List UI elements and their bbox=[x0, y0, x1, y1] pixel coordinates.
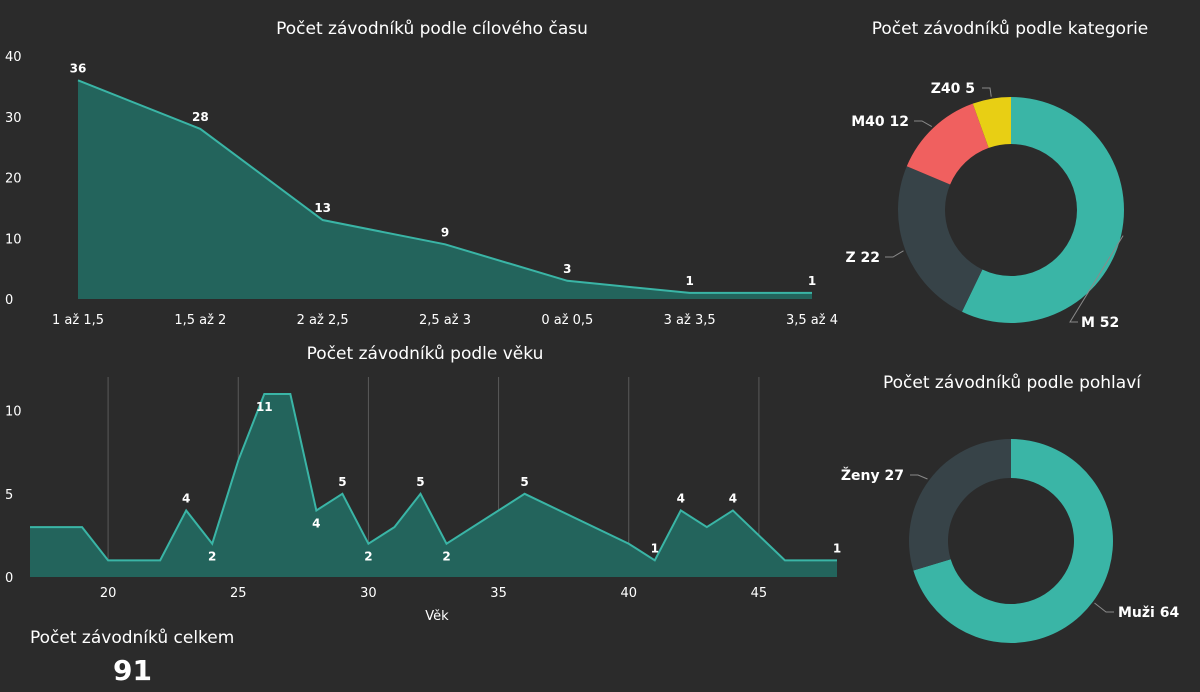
x-tick-label: 0 až 0,5 bbox=[541, 313, 593, 328]
donut-slice bbox=[961, 97, 1124, 323]
data-label: 2 bbox=[364, 550, 372, 564]
y-tick-label: 5 bbox=[5, 488, 13, 503]
y-tick-label: 30 bbox=[5, 111, 22, 126]
leader-line bbox=[982, 87, 992, 97]
data-label: 2 bbox=[442, 550, 450, 564]
data-label: 1 bbox=[685, 274, 693, 288]
slice-label: M 52 bbox=[1081, 315, 1119, 331]
x-tick-label: 2 až 2,5 bbox=[297, 313, 349, 328]
x-tick-label: 40 bbox=[620, 586, 637, 601]
total-racers-value: 91 bbox=[113, 654, 152, 687]
total-racers-label: Počet závodníků celkem bbox=[30, 628, 235, 648]
data-label: 1 bbox=[651, 541, 659, 555]
area-fill bbox=[30, 394, 837, 577]
area-fill bbox=[78, 80, 812, 299]
slice-label: Muži 64 bbox=[1118, 605, 1179, 621]
y-tick-label: 10 bbox=[5, 232, 22, 247]
slice-label: M40 12 bbox=[851, 114, 909, 130]
data-label: 2 bbox=[208, 550, 216, 564]
leader-line bbox=[910, 474, 928, 480]
leader-line bbox=[914, 120, 933, 128]
data-label: 9 bbox=[441, 225, 449, 239]
age-chart-title: Počet závodníků podle věku bbox=[306, 344, 544, 364]
data-label: 13 bbox=[314, 201, 331, 215]
donut-slice bbox=[909, 439, 1011, 571]
data-label: 36 bbox=[70, 61, 87, 75]
x-tick-label: 1,5 až 2 bbox=[174, 313, 226, 328]
data-label: 1 bbox=[833, 541, 841, 555]
series-line bbox=[77, 79, 812, 294]
data-label: 3 bbox=[563, 262, 571, 276]
x-tick-label: 3,5 až 4 bbox=[786, 313, 838, 328]
donut-slice bbox=[972, 97, 1011, 148]
time-chart-title: Počet závodníků podle cílového času bbox=[276, 19, 588, 39]
data-label: 4 bbox=[312, 516, 320, 530]
slice-label: Z 22 bbox=[845, 250, 880, 266]
x-tick-label: 3 až 3,5 bbox=[664, 313, 716, 328]
x-tick-label: 35 bbox=[490, 586, 507, 601]
data-label: 4 bbox=[182, 491, 190, 505]
x-tick-label: 25 bbox=[230, 586, 247, 601]
x-tick-label: 30 bbox=[360, 586, 377, 601]
leader-line bbox=[1094, 602, 1114, 613]
y-tick-label: 0 bbox=[5, 571, 13, 586]
data-label: 4 bbox=[677, 491, 685, 505]
data-label: 5 bbox=[520, 475, 528, 489]
data-label: 11 bbox=[256, 400, 273, 414]
data-label: 5 bbox=[416, 475, 424, 489]
gender-chart-title: Počet závodníků podle pohlaví bbox=[883, 373, 1141, 393]
x-axis-label: Věk bbox=[425, 609, 449, 624]
x-tick-label: 20 bbox=[100, 586, 117, 601]
y-tick-label: 10 bbox=[5, 405, 22, 420]
data-label: 1 bbox=[808, 274, 816, 288]
data-label: 4 bbox=[729, 491, 737, 505]
category-chart-title: Počet závodníků podle kategorie bbox=[871, 19, 1149, 39]
donut-slice bbox=[913, 439, 1113, 644]
x-tick-label: 1 až 1,5 bbox=[52, 313, 104, 328]
y-tick-label: 20 bbox=[5, 172, 22, 187]
donut-slice bbox=[906, 103, 989, 185]
series-line bbox=[30, 393, 837, 562]
slice-label: Ženy 27 bbox=[841, 467, 904, 484]
donut-slice bbox=[898, 166, 983, 312]
leader-line bbox=[1069, 235, 1124, 323]
data-label: 5 bbox=[338, 475, 346, 489]
y-tick-label: 40 bbox=[5, 50, 22, 65]
y-tick-label: 0 bbox=[5, 293, 13, 308]
slice-label: Z40 5 bbox=[931, 81, 975, 97]
leader-line bbox=[885, 250, 904, 258]
x-tick-label: 45 bbox=[751, 586, 768, 601]
x-tick-label: 2,5 až 3 bbox=[419, 313, 471, 328]
data-label: 28 bbox=[192, 110, 209, 124]
